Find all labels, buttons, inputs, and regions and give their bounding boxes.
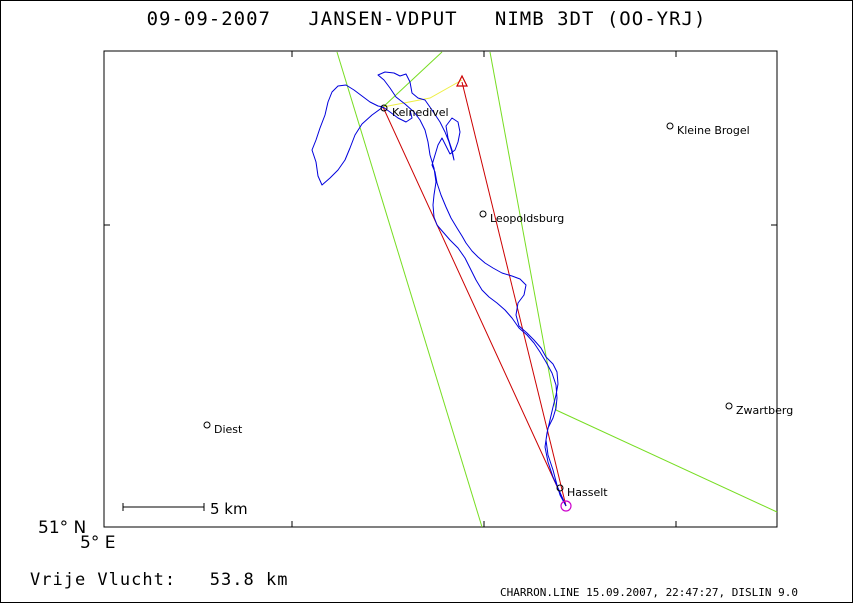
finish-sector-line [555, 409, 778, 513]
place-kleine-brogel: Kleine Brogel [666, 122, 750, 137]
flight-date: 09-09-2007 [146, 8, 271, 30]
place-leopoldsburg: Leopoldsburg [479, 210, 564, 225]
pilot-names: JANSEN-VDPUT [308, 8, 458, 30]
place-zwartberg: Zwartberg [725, 402, 793, 417]
place-diest: Diest [203, 421, 243, 436]
start-sector-line-2 [381, 51, 443, 109]
place-label: Kelnedivel [392, 106, 449, 119]
observation-sectors [336, 51, 778, 528]
place-kelnedivel: Kelnedivel [380, 104, 449, 119]
glider-id: NIMB 3DT (OO-YRJ) [494, 8, 707, 30]
flight-title: 09-09-2007 JANSEN-VDPUT NIMB 3DT (OO-YRJ… [0, 8, 853, 30]
place-label: Diest [214, 423, 243, 436]
task-leg-out [382, 106, 567, 507]
task-legs [382, 81, 567, 507]
map-border [103, 50, 778, 528]
axis-ticks [104, 51, 777, 527]
latitude-label: 51° N [38, 518, 86, 538]
distance-label: Vrije Vlucht: [30, 570, 177, 590]
finish-circle-icon [560, 500, 572, 512]
scale-bar-label: 5 km [210, 500, 248, 518]
distance-readout: Vrije Vlucht: 53.8 km [30, 570, 288, 590]
longitude-label: 5° E [80, 533, 115, 553]
flight-track-early [311, 84, 413, 186]
place-hasselt: Hasselt [556, 484, 608, 499]
place-label: Leopoldsburg [490, 212, 564, 225]
start-leg [382, 79, 463, 108]
place-label: Kleine Brogel [677, 124, 750, 137]
start-triangle-icon [456, 74, 468, 87]
place-label: Zwartberg [736, 404, 793, 417]
flight-track [377, 71, 567, 507]
place-markers: Kleine Brogel Leopoldsburg Kelnedivel Zw… [203, 104, 793, 499]
task-leg-back [461, 81, 567, 507]
start-sector-line [336, 51, 483, 528]
distance-value: 53.8 km [209, 570, 289, 590]
turnpoint-sector-line [489, 51, 557, 411]
scale-bar: 5 km [122, 500, 248, 518]
place-label: Hasselt [567, 486, 608, 499]
credit-line: CHARRON.LINE 15.09.2007, 22:47:27, DISLI… [500, 586, 799, 599]
